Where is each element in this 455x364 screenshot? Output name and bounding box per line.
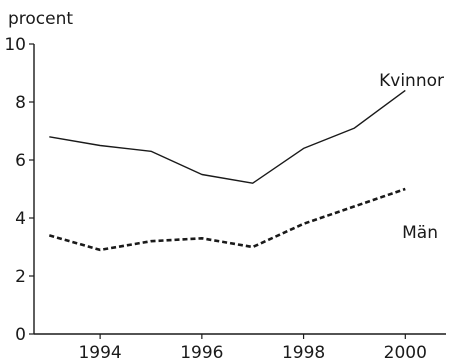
x-tick-label: 1996 — [180, 343, 223, 363]
x-tick-label: 1998 — [282, 343, 325, 363]
y-ticks: 0 2 4 6 8 10 — [4, 35, 34, 345]
series-line-m-n — [48, 187, 406, 252]
axes — [33, 44, 446, 335]
y-tick-label: 8 — [15, 93, 26, 113]
y-tick-label: 4 — [15, 209, 26, 229]
y-tick-label: 6 — [15, 151, 26, 171]
y-tick-label: 10 — [4, 35, 26, 55]
y-axis-title: procent — [8, 9, 73, 29]
y-tick-label: 2 — [15, 267, 26, 287]
series-label: Kvinnor — [379, 71, 444, 91]
series-lines — [48, 89, 406, 252]
x-ticks: 1994 1996 1998 2000 — [78, 334, 427, 363]
x-tick-label: 2000 — [384, 343, 427, 363]
series-label: Män — [402, 223, 438, 243]
y-tick-label: 0 — [15, 325, 26, 345]
x-tick-label: 1994 — [78, 343, 121, 363]
series-line-kvinnor — [49, 89, 406, 184]
series-labels: Kvinnor Män — [379, 71, 444, 243]
